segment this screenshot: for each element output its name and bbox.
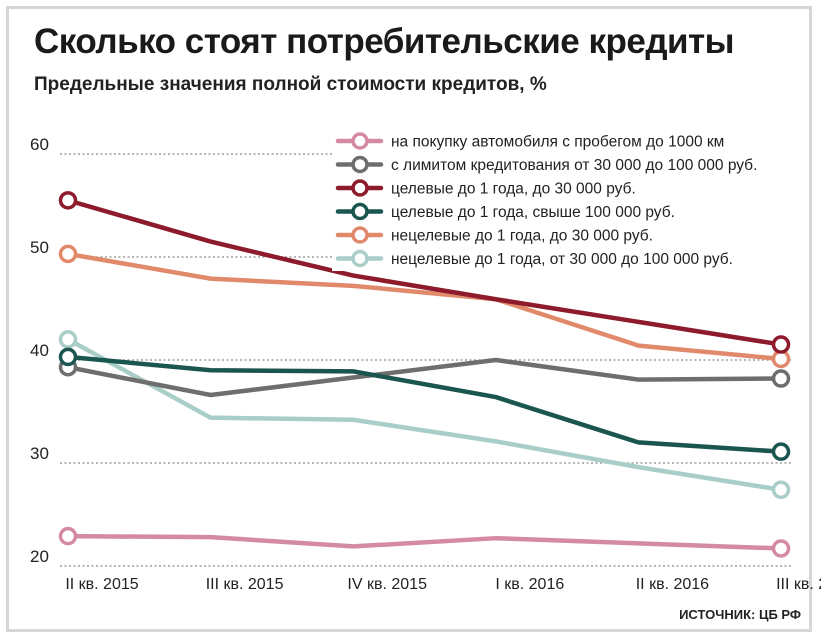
series-endpoint-marker — [58, 191, 78, 210]
legend: на покупку автомобиля с пробегом до 1000… — [332, 126, 802, 271]
series-lines — [58, 191, 791, 558]
legend-swatch-marker — [351, 202, 369, 221]
series-endpoint-marker — [771, 442, 791, 461]
y-tick-label: 30 — [30, 444, 49, 463]
x-tick-label: III кв. 2016 — [776, 576, 821, 593]
legend-swatch-marker — [351, 226, 369, 244]
x-tick-label: I кв. 2016 — [495, 576, 564, 593]
chart-frame — [6, 6, 812, 632]
y-tick-label: 50 — [30, 238, 49, 257]
chart-subtitle: Предельные значения полной стоимости кре… — [34, 74, 547, 95]
series-endpoint-marker — [771, 480, 791, 500]
x-tick-label: II кв. 2016 — [636, 576, 709, 593]
chart-title: Сколько стоят потребительские кредиты — [34, 22, 735, 61]
series-4 — [58, 347, 791, 461]
series-line — [65, 251, 784, 362]
series-line — [65, 533, 784, 551]
y-tick-label: 20 — [30, 547, 49, 566]
series-6 — [58, 330, 791, 500]
legend-background — [332, 126, 802, 271]
legend-item: нецелевые до 1 года, от 30 000 до 100 00… — [335, 249, 733, 268]
series-endpoint-marker — [58, 244, 78, 264]
legend-label: нецелевые до 1 года, до 30 000 руб. — [391, 228, 653, 245]
x-tick-label: IV кв. 2015 — [347, 576, 427, 593]
legend-swatch-marker — [351, 155, 369, 174]
series-endpoint-marker — [771, 369, 791, 388]
legend-swatch-marker — [351, 249, 369, 268]
series-3 — [58, 191, 791, 354]
legend-label: целевые до 1 года, свыше 100 000 руб. — [391, 204, 675, 221]
legend-item: целевые до 1 года, свыше 100 000 руб. — [335, 202, 675, 221]
y-tick-label: 60 — [30, 135, 49, 154]
series-line — [65, 357, 784, 398]
series-1 — [58, 526, 791, 558]
series-line — [65, 337, 784, 493]
legend-swatch-marker — [351, 132, 369, 150]
x-tick-label: II кв. 2015 — [65, 576, 138, 593]
series-line — [65, 198, 784, 347]
legend-item: целевые до 1 года, до 30 000 руб. — [335, 179, 636, 198]
series-5 — [58, 244, 791, 369]
legend-swatch-marker — [351, 179, 369, 197]
x-axis-ticks: II кв. 2015 III кв. 2015 IV кв. 2015 I кв. … — [65, 576, 821, 593]
source-note: ИСТОЧНИК: ЦБ РФ — [679, 607, 801, 622]
y-axis-ticks: 20 30 40 50 60 — [30, 135, 49, 566]
legend-label: на покупку автомобиля с пробегом до 1000… — [391, 134, 724, 151]
series-endpoint-marker — [58, 347, 78, 367]
series-endpoint-marker — [58, 330, 78, 349]
y-tick-label: 40 — [30, 341, 49, 360]
series-endpoint-marker — [58, 526, 78, 546]
x-tick-label: III кв. 2015 — [206, 576, 284, 593]
legend-label: целевые до 1 года, до 30 000 руб. — [391, 181, 636, 198]
legend-label: с лимитом кредитования от 30 000 до 100 … — [391, 157, 757, 174]
legend-item: с лимитом кредитования от 30 000 до 100 … — [335, 155, 757, 174]
series-endpoint-marker — [771, 539, 791, 558]
legend-item: на покупку автомобиля с пробегом до 1000… — [335, 132, 724, 151]
legend-item: нецелевые до 1 года, до 30 000 руб. — [335, 226, 653, 245]
series-endpoint-marker — [771, 335, 791, 354]
legend-label: нецелевые до 1 года, от 30 000 до 100 00… — [391, 251, 733, 268]
series-line — [65, 354, 784, 454]
